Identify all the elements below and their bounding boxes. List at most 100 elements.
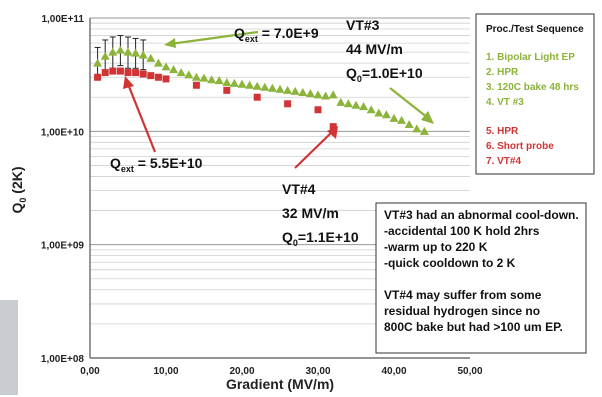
data-point-triangle bbox=[275, 84, 285, 93]
legend-item-red: 6. Short probe bbox=[486, 141, 554, 152]
note-line: VT#4 may suffer from some bbox=[384, 288, 542, 302]
y-axis-label-main: Q bbox=[9, 203, 25, 214]
y-axis-label-sub: 0 bbox=[18, 198, 28, 203]
data-point-triangle bbox=[351, 100, 361, 109]
data-point-triangle bbox=[290, 86, 300, 95]
annotation-vt4-title: VT#4 bbox=[282, 181, 316, 197]
data-point-triangle bbox=[252, 81, 262, 90]
legend-items: 1. Bipolar Light EP 2. HPR 3. 120C bake 48… bbox=[486, 52, 579, 167]
note-line: VT#3 had an abnormal cool-down. bbox=[384, 208, 579, 222]
legend-box bbox=[475, 13, 595, 175]
data-point-triangle bbox=[404, 119, 414, 128]
data-point-triangle bbox=[336, 97, 346, 106]
note-line: 800C bake but had >100 um EP. bbox=[384, 320, 563, 334]
data-point-triangle bbox=[283, 85, 293, 94]
tick-labels: 0,00 10,00 20,00 30,00 40,00 50,00 1,00E+08 1,0… bbox=[41, 14, 483, 377]
decorative-wedge bbox=[0, 300, 18, 395]
y-axis-label: Q0 (2K) bbox=[9, 166, 28, 213]
data-point-square bbox=[314, 106, 322, 114]
data-point-triangle bbox=[138, 50, 148, 59]
data-point-square bbox=[223, 86, 231, 94]
data-point-triangle bbox=[146, 53, 156, 62]
data-point-triangle bbox=[321, 91, 331, 100]
data-point-triangle bbox=[298, 88, 308, 97]
data-marks bbox=[93, 45, 429, 135]
data-point-triangle bbox=[381, 110, 391, 119]
data-point-triangle bbox=[412, 124, 422, 133]
annotation-vt3-title: VT#3 bbox=[346, 17, 380, 33]
legend-title: Proc./Test Sequence bbox=[486, 24, 584, 35]
data-point-square bbox=[109, 67, 117, 75]
data-point-square bbox=[101, 69, 109, 77]
data-point-square bbox=[192, 81, 200, 89]
x-tick-label: 0,00 bbox=[80, 366, 100, 377]
note-line: -warm up to 220 K bbox=[384, 240, 488, 254]
data-point-triangle bbox=[169, 65, 179, 74]
note-box: VT#3 had an abnormal cool-down. -accident… bbox=[375, 202, 587, 354]
data-point-triangle bbox=[176, 68, 186, 77]
grid-lines bbox=[90, 17, 470, 359]
y-tick-label: 1,00E+08 bbox=[41, 354, 85, 365]
data-point-triangle bbox=[237, 79, 247, 88]
y-tick-label: 1,00E+09 bbox=[41, 241, 85, 252]
data-point-triangle bbox=[214, 76, 224, 85]
annotation-arrows bbox=[123, 30, 434, 169]
legend-item-green: 1. Bipolar Light EP bbox=[486, 52, 575, 63]
annotation-vt4-gradient: 32 MV/m bbox=[282, 205, 339, 221]
data-point-triangle bbox=[389, 113, 399, 122]
data-point-triangle bbox=[245, 80, 255, 89]
data-point-triangle bbox=[313, 90, 323, 99]
data-point-triangle bbox=[328, 90, 338, 99]
data-point-triangle bbox=[191, 72, 201, 81]
data-point-triangle bbox=[100, 51, 110, 60]
y-axis-label-tail: (2K) bbox=[9, 166, 25, 197]
data-point-square bbox=[139, 70, 147, 78]
note-frame bbox=[375, 202, 587, 354]
data-point-square bbox=[253, 93, 261, 101]
data-point-triangle bbox=[343, 99, 353, 108]
arrow-qext-top bbox=[169, 30, 259, 46]
legend-item-green: 4. VT #3 bbox=[486, 97, 524, 108]
data-point-square bbox=[94, 73, 102, 81]
x-tick-label: 20,00 bbox=[229, 366, 254, 377]
data-point-triangle bbox=[184, 70, 194, 79]
arrow-vt4 bbox=[294, 131, 333, 169]
data-point-square bbox=[147, 72, 155, 80]
data-point-square bbox=[154, 73, 162, 81]
data-point-triangle bbox=[153, 58, 163, 67]
legend-item-red: 5. HPR bbox=[486, 126, 519, 137]
data-point-triangle bbox=[267, 83, 277, 92]
annotation-vt3-gradient: 44 MV/m bbox=[346, 41, 403, 57]
data-point-triangle bbox=[93, 58, 103, 67]
data-point-triangle bbox=[260, 82, 270, 91]
arrow-vt3 bbox=[389, 87, 429, 119]
annotation-vt4-q0: Q0=1.1E+10 bbox=[282, 229, 359, 248]
data-point-square bbox=[124, 69, 132, 77]
data-point-triangle bbox=[199, 73, 209, 82]
x-tick-label: 40,00 bbox=[381, 366, 406, 377]
data-point-triangle bbox=[115, 45, 125, 54]
data-point-triangle bbox=[359, 102, 369, 111]
data-point-triangle bbox=[305, 89, 315, 98]
arrow-qext-bottom bbox=[126, 83, 157, 153]
annotation-vt3-q0: Q0=1.0E+10 bbox=[346, 65, 423, 84]
y-tick-label: 1,00E+11 bbox=[41, 14, 84, 25]
data-point-square bbox=[329, 123, 337, 131]
arrow-vt4-head bbox=[327, 126, 338, 139]
annotation-qext-bottom: Qext = 5.5E+10 bbox=[110, 155, 203, 174]
arrow-qext-bottom-head bbox=[123, 76, 134, 89]
arrow-qext-top-head bbox=[164, 38, 176, 48]
x-axis-label: Gradient (MV/m) bbox=[226, 376, 334, 392]
annotation-qext-top: Qext = 7.0E+9 bbox=[234, 25, 319, 44]
data-point-square bbox=[116, 67, 124, 75]
data-point-triangle bbox=[229, 78, 239, 87]
legend-item-green: 2. HPR bbox=[486, 67, 519, 78]
data-point-square bbox=[132, 69, 140, 77]
legend-item-red: 7. VT#4 bbox=[486, 156, 521, 167]
data-point-triangle bbox=[207, 75, 217, 84]
data-point-square bbox=[284, 100, 292, 108]
data-point-triangle bbox=[123, 47, 133, 56]
note-line: -quick cooldown to 2 K bbox=[384, 256, 516, 270]
note-lines: VT#3 had an abnormal cool-down. -accident… bbox=[384, 208, 579, 334]
data-point-triangle bbox=[131, 48, 141, 57]
